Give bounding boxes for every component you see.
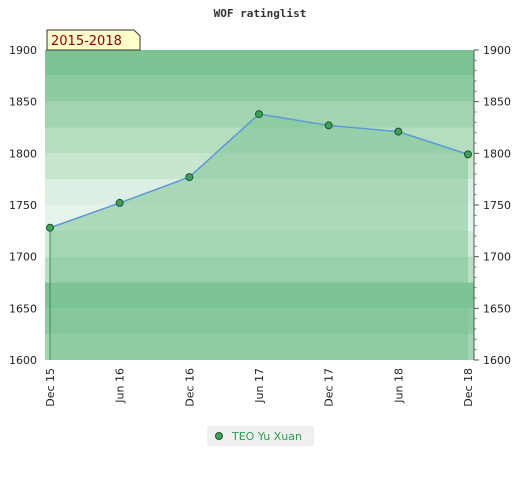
y-tick-label-right: 1650 xyxy=(483,302,511,315)
data-point xyxy=(115,198,124,207)
background-band xyxy=(45,50,474,76)
y-tick-label-left: 1650 xyxy=(9,302,37,315)
series-area xyxy=(50,114,468,360)
legend-marker xyxy=(215,432,223,440)
x-tick-label: Dec 18 xyxy=(462,368,475,407)
y-tick-label-left: 1850 xyxy=(9,96,37,109)
x-tick-label: Dec 15 xyxy=(44,368,57,407)
y-tick-label-right: 1850 xyxy=(483,96,511,109)
y-axis-right: 1600 1650 1700 1750 1800 1850 1900 xyxy=(473,44,511,367)
data-point xyxy=(464,150,472,159)
legend-box xyxy=(207,426,314,446)
y-tick-label-left: 1750 xyxy=(9,199,37,212)
background-band xyxy=(45,75,474,102)
data-points xyxy=(46,110,472,232)
y-tick-label-right: 1700 xyxy=(483,251,511,264)
y-tick-label-right: 1900 xyxy=(483,44,511,57)
period-badge-box xyxy=(46,29,141,51)
y-axis-left: 1600 1650 1700 1750 1800 1850 1900 xyxy=(9,44,37,367)
period-badge: 2015-2018 xyxy=(46,29,141,51)
period-badge-label: 2015-2018 xyxy=(51,34,122,49)
x-tick-label: Jun 16 xyxy=(114,368,127,404)
x-axis: Dec 15 Jun 16 Dec 16 Jun 17 Dec 17 Jun 18 Dec … xyxy=(44,368,475,407)
area-layer xyxy=(49,114,468,360)
chart-title: WOF ratinglist xyxy=(214,7,307,20)
x-tick-label: Jun 17 xyxy=(253,368,266,404)
legend[interactable]: TEO Yu Xuan xyxy=(207,426,314,446)
y-tick-label-right: 1750 xyxy=(483,199,511,212)
y-tick-label-left: 1700 xyxy=(9,251,37,264)
y-tick-label-left: 1800 xyxy=(9,147,37,160)
x-tick-label: Jun 18 xyxy=(392,368,405,404)
y-tick-label-right: 1600 xyxy=(483,354,511,367)
x-tick-label: Dec 17 xyxy=(323,368,336,407)
data-point xyxy=(394,127,403,136)
legend-series-label: TEO Yu Xuan xyxy=(231,430,302,443)
data-point xyxy=(255,110,263,119)
y-tick-label-left: 1600 xyxy=(9,354,37,367)
y-tick-label-left: 1900 xyxy=(9,44,37,57)
data-point xyxy=(324,121,333,130)
data-point xyxy=(46,223,54,232)
x-tick-label: Dec 16 xyxy=(183,368,196,407)
y-tick-label-right: 1800 xyxy=(483,147,511,160)
data-point xyxy=(185,173,194,182)
